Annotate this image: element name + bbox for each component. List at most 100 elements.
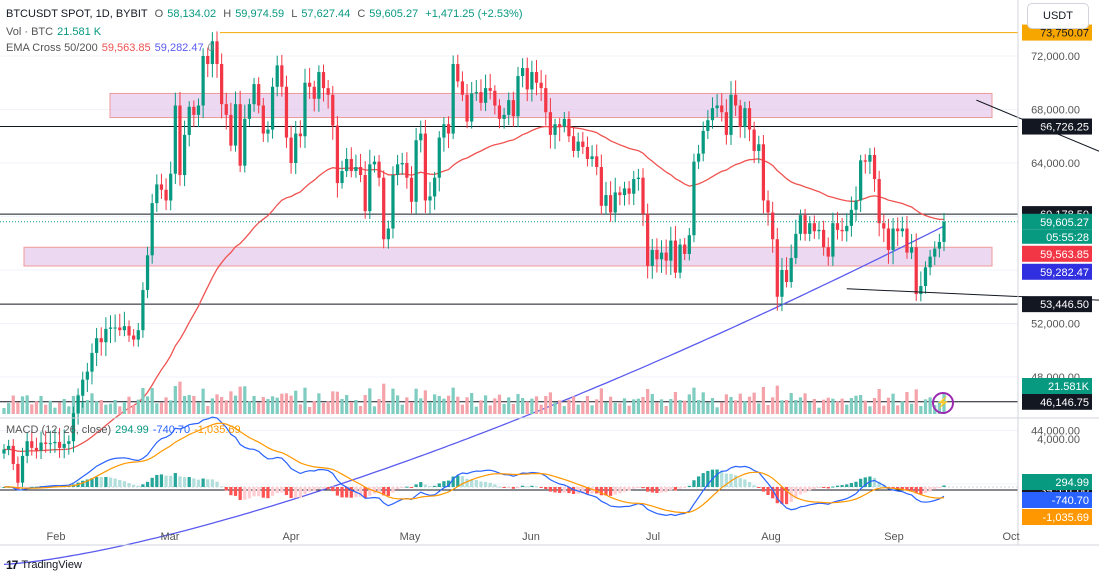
volume-bar <box>289 395 293 414</box>
macd-histogram-bar <box>419 482 423 487</box>
volume-bar <box>400 404 404 414</box>
candle-body <box>386 228 390 240</box>
volume-bar <box>613 403 617 414</box>
macd-histogram-bar <box>821 487 826 489</box>
volume-bar <box>789 393 793 414</box>
candle-body <box>558 124 562 127</box>
candle-body <box>331 94 335 126</box>
candle-body <box>798 215 803 234</box>
candle-body <box>141 290 145 331</box>
volume-bar <box>766 405 770 414</box>
volume-bar <box>321 403 326 414</box>
macd-histogram-bar <box>247 487 252 499</box>
macd-histogram-bar <box>372 487 377 494</box>
currency-button[interactable]: USDT <box>1027 3 1089 29</box>
candle-body <box>136 330 140 340</box>
volume-bar <box>2 408 6 414</box>
candle-body <box>859 160 863 201</box>
volume-bar <box>71 396 76 414</box>
candle-body <box>840 229 844 232</box>
candle-body <box>280 65 284 87</box>
macd-histogram-bar <box>687 485 691 487</box>
volume-bar <box>270 396 275 414</box>
volume-bar <box>835 401 840 414</box>
volume-bar <box>784 400 789 414</box>
volume-bar <box>372 406 377 414</box>
volume-bar <box>456 396 460 414</box>
candle-body <box>182 134 187 176</box>
volume-bar <box>363 395 367 414</box>
macd-histogram-bar <box>395 487 400 490</box>
candle-body <box>382 177 386 240</box>
volume-bar <box>16 402 20 414</box>
volume-bar <box>845 404 849 414</box>
candle-body <box>155 184 159 204</box>
volume-bar <box>775 385 779 414</box>
current-price-label: 59,605.27 <box>1040 217 1089 229</box>
volume-bar <box>53 407 57 414</box>
macd-histogram-bar <box>604 487 608 496</box>
volume-bar <box>409 402 414 414</box>
candle-body <box>284 86 289 138</box>
level-label: 46,146.75 <box>1040 397 1089 409</box>
macd-histogram-bar <box>201 478 205 487</box>
macd-histogram-bar <box>345 487 349 498</box>
candle-body <box>891 228 895 250</box>
candle-body <box>354 167 358 172</box>
macd-histogram-bar <box>636 487 641 488</box>
macd-histogram-bar <box>326 487 330 490</box>
candle-body <box>738 105 742 127</box>
candle-body <box>247 104 252 119</box>
volume-bar <box>30 404 34 414</box>
candle-body <box>479 92 483 103</box>
volume-bar <box>710 398 715 414</box>
volume-bar <box>298 404 302 414</box>
volume-bar <box>562 406 566 414</box>
candle-body <box>192 106 196 115</box>
macd-line-value: -740.70 <box>152 424 191 436</box>
volume-bar <box>446 395 451 414</box>
volume-bar <box>238 386 242 414</box>
lightning-icon[interactable]: ⚡ <box>932 392 954 414</box>
candle-body <box>423 133 427 201</box>
macd-histogram-bar <box>164 475 168 487</box>
candle-body <box>488 88 492 91</box>
volume-bar <box>345 395 349 414</box>
candle-body <box>2 449 6 454</box>
candle-body <box>349 158 353 172</box>
candle-body <box>104 328 108 343</box>
candle-body <box>618 192 622 196</box>
volume-bar <box>687 394 691 414</box>
volume-bar <box>428 402 432 414</box>
price-tick-label: 68,000.00 <box>1031 105 1080 117</box>
volume-bar <box>349 402 353 414</box>
footer-brand[interactable]: 17 TradingView <box>6 558 82 572</box>
volume-bar <box>914 389 918 414</box>
candle-body <box>567 118 571 137</box>
candle-body <box>391 175 395 229</box>
candle-body <box>747 108 752 130</box>
volume-bar <box>720 402 724 414</box>
volume-bar <box>414 388 418 414</box>
volume-bar <box>683 400 687 414</box>
volume-bar <box>159 402 164 414</box>
volume-bar <box>257 402 261 414</box>
macd-histogram-bar <box>845 484 849 487</box>
volume-bar <box>636 398 641 414</box>
volume-bar <box>178 381 182 414</box>
candle-body <box>99 338 103 343</box>
macd-histogram-bar <box>252 487 256 497</box>
volume-bar <box>729 397 733 414</box>
candle-body <box>641 177 645 214</box>
macd-histogram-bar <box>521 485 525 487</box>
macd-histogram-bar <box>678 487 682 489</box>
volume-bar <box>224 400 228 414</box>
candle-body <box>252 84 256 105</box>
candle-body <box>428 196 432 201</box>
candle-body <box>294 133 298 163</box>
macd-histogram-bar <box>335 487 340 496</box>
candle-body <box>307 82 312 87</box>
macd-histogram-bar <box>377 487 381 493</box>
volume-bar <box>812 399 816 414</box>
